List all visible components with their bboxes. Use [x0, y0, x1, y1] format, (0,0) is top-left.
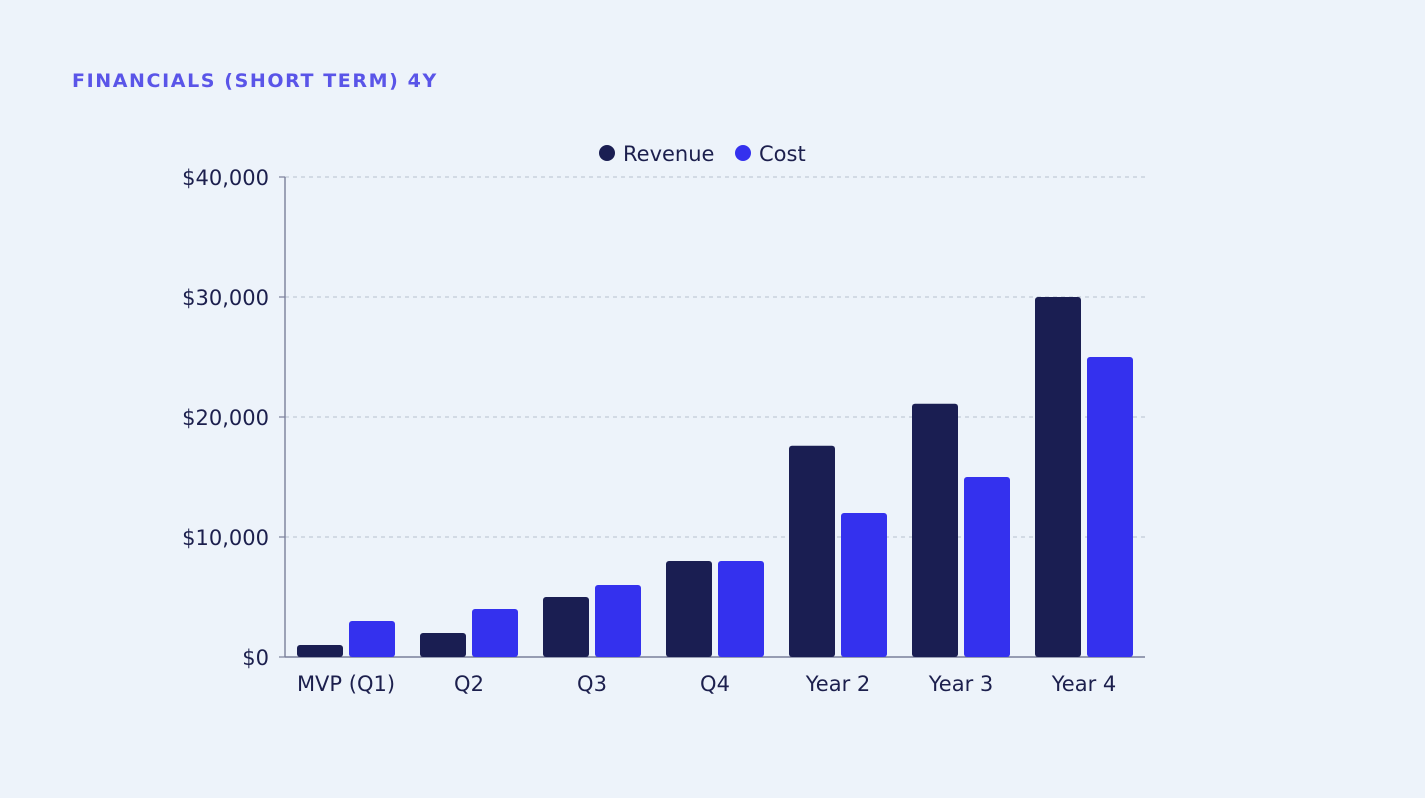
x-tick-label: Year 4: [1051, 672, 1117, 696]
page-title: FINANCIALS (SHORT TERM) 4Y: [72, 70, 438, 92]
legend-item-revenue: Revenue: [599, 142, 714, 166]
x-tick-label: Q3: [577, 672, 607, 696]
y-tick-label: $40,000: [182, 166, 269, 190]
legend-label: Revenue: [623, 142, 714, 166]
bar-revenue: [912, 403, 958, 657]
y-tick-label: $10,000: [182, 526, 269, 550]
gridlines: [285, 176, 1145, 538]
legend-item-cost: Cost: [735, 142, 806, 166]
x-tick-label: Q2: [454, 672, 484, 696]
legend-marker: [599, 145, 615, 161]
legend: Revenue Cost: [599, 142, 806, 166]
bar-cost: [472, 609, 518, 657]
x-tick-label: Year 2: [805, 672, 871, 696]
legend-marker: [735, 145, 751, 161]
bars: [297, 297, 1133, 657]
bar-cost: [1087, 357, 1133, 657]
bar-revenue: [420, 633, 466, 657]
bar-cost: [349, 621, 395, 657]
bar-cost: [964, 477, 1010, 657]
axis-labels: $0 $10,000 $20,000 $30,000 $40,000 MVP (Q1) Q2…: [182, 166, 1116, 696]
x-tick-label: MVP (Q1): [297, 672, 395, 696]
legend-label: Cost: [759, 142, 806, 166]
bar-cost: [595, 585, 641, 657]
y-tick-label: $30,000: [182, 286, 269, 310]
y-tick-label: $20,000: [182, 406, 269, 430]
bar-revenue: [543, 597, 589, 657]
bar-cost: [718, 561, 764, 657]
bar-revenue: [789, 445, 835, 657]
x-tick-label: Q4: [700, 672, 730, 696]
bar-cost: [841, 513, 887, 657]
bar-revenue: [297, 645, 343, 657]
x-tick-label: Year 3: [928, 672, 994, 696]
bar-revenue: [1035, 297, 1081, 657]
y-tick-label: $0: [242, 646, 269, 670]
bar-revenue: [666, 561, 712, 657]
